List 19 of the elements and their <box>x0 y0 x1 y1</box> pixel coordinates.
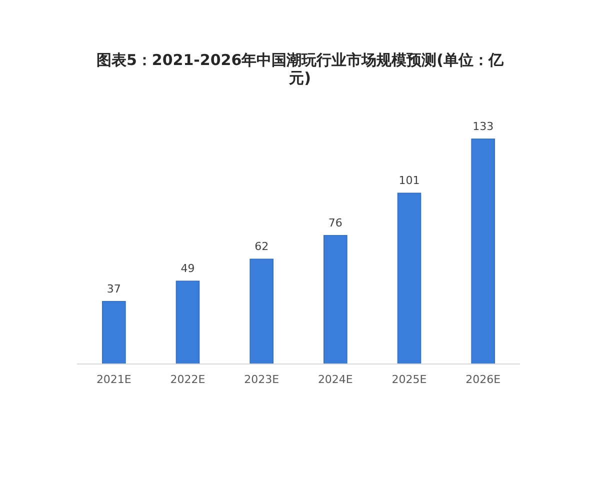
data-label: 49 <box>180 262 195 276</box>
x-tick-label: 2023E <box>244 373 280 386</box>
bar <box>176 280 200 364</box>
data-label: 62 <box>254 240 269 254</box>
bar <box>397 192 422 364</box>
bar <box>102 301 126 364</box>
x-tick-label: 2026E <box>466 373 501 386</box>
data-label: 101 <box>398 174 420 188</box>
data-label: 37 <box>106 282 121 296</box>
x-tick-label: 2025E <box>392 373 427 386</box>
bar <box>250 258 274 364</box>
x-tick-label: 2022E <box>170 373 206 386</box>
data-label: 76 <box>328 216 342 230</box>
bar <box>471 138 495 364</box>
chart-title: 图表5：2021-2026年中国潮玩行业市场规模预测(单位：亿元) <box>95 51 504 87</box>
x-tick-label: 2021E <box>96 373 132 386</box>
data-label: 133 <box>472 120 494 133</box>
x-tick-label: 2024E <box>318 373 353 386</box>
bar <box>324 235 348 364</box>
